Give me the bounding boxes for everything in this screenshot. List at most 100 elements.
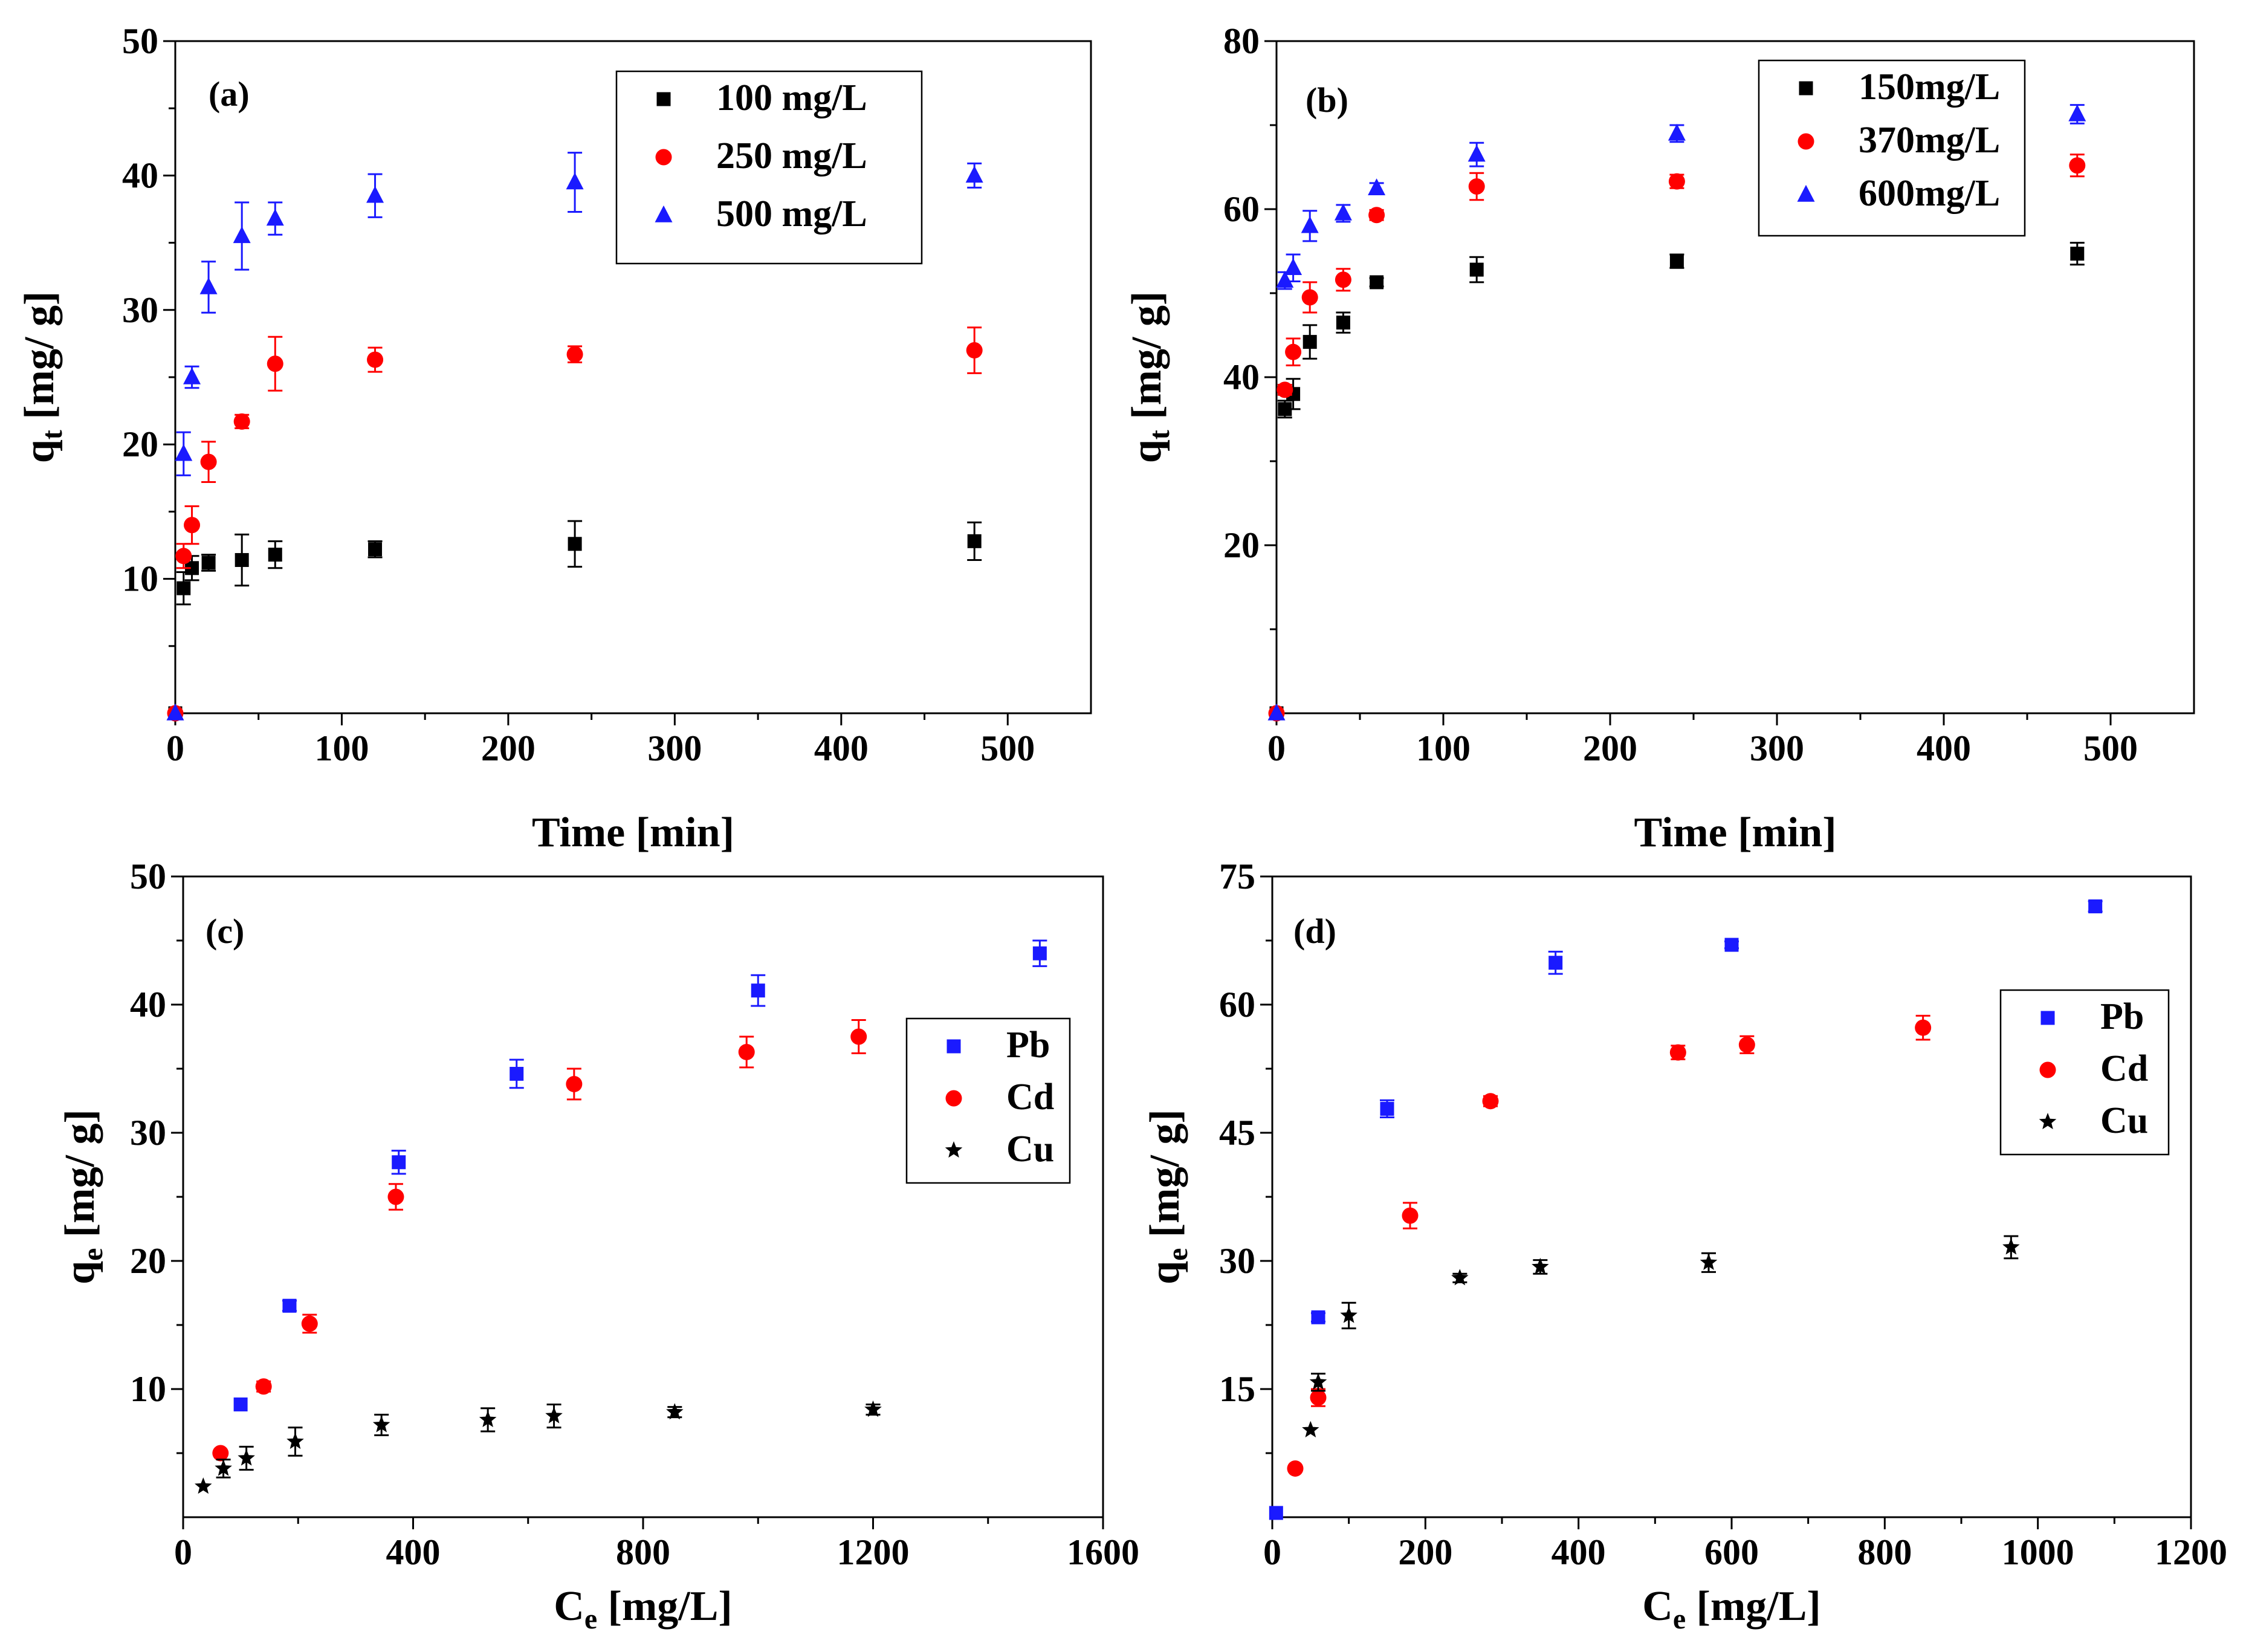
series-600mg-l [1267,104,2086,721]
legend: 150mg/L 370mg/L 600mg/L [1758,59,2026,237]
legend-marker [1797,184,1815,202]
data-point [966,342,983,359]
legend-label: 150mg/L [1859,66,2000,108]
data-point [545,1407,563,1424]
legend-label: 100 mg/L [716,77,867,118]
series-cd [1287,1014,1932,1477]
legend: 100 mg/L 250 mg/L 500 mg/L [615,70,923,265]
data-point [1309,1373,1327,1390]
data-point [367,351,384,368]
data-point [1368,178,1386,195]
data-point [175,548,192,565]
legend-marker [1798,133,1814,150]
data-point [268,548,282,562]
data-point [215,1459,232,1476]
y-tick-label: 40 [122,155,158,195]
data-point [301,1315,318,1332]
data-point [568,537,582,551]
x-tick-label: 1000 [2002,1532,2074,1572]
x-tick-label: 1600 [1067,1532,1139,1572]
y-axis-label: qe [mg/ g] [57,1109,109,1284]
data-point [1340,1306,1357,1323]
data-point [1380,1101,1394,1116]
data-point [1668,173,1685,190]
legend-marker [2039,1113,2057,1130]
data-point [282,1298,297,1313]
legend-label: Pb [2100,996,2144,1037]
legend-marker [656,92,671,106]
data-point [1468,178,1485,195]
data-point [1302,335,1317,349]
legend-box [905,1017,1071,1184]
data-point [2070,247,2085,261]
x-tick-label: 500 [2083,728,2138,768]
data-point [1310,1389,1327,1406]
data-point [850,1028,867,1045]
data-point [1915,1019,1932,1036]
x-tick-label: 0 [166,728,184,768]
y-axis-label: qt [mg/ g] [1124,291,1176,463]
legend-marker [947,1039,961,1054]
x-tick-label: 600 [1704,1532,1759,1572]
data-point [1668,123,1686,141]
x-tick-label: 1200 [2155,1532,2227,1572]
data-point [255,1378,272,1395]
x-tick-label: 200 [1583,728,1637,768]
data-point [1302,1420,1319,1437]
y-tick-label: 20 [130,1241,166,1281]
x-tick-label: 200 [481,728,536,768]
data-point [1269,1506,1283,1520]
x-tick-label: 1200 [837,1532,910,1572]
legend-label: Cd [1006,1077,1054,1118]
data-point [1276,271,1294,288]
data-point [566,346,583,363]
y-tick-label: 30 [122,290,158,330]
data-point [1370,275,1384,290]
legend-marker [945,1090,962,1107]
data-point [864,1400,882,1417]
legend-label: 600mg/L [1859,173,2000,214]
data-point [1285,343,1302,360]
chart-panel-c: 0 400 800 1200 1600 10 20 30 40 50 (c) Pb Cd Cu [130,857,1139,1572]
data-point [510,1066,524,1081]
data-point [175,444,193,461]
y-tick-label: 10 [122,559,158,599]
data-point [366,186,384,203]
y-tick-label: 60 [1223,189,1260,229]
panel-label: (c) [205,912,244,951]
x-tick-label: 400 [1917,728,1971,768]
data-point [183,367,201,384]
data-point [1336,316,1350,330]
data-point [1468,144,1486,162]
y-tick-label: 60 [1219,985,1255,1025]
y-axis-label: qe [mg/ g] [1142,1109,1194,1284]
data-point [233,1397,248,1411]
data-point [199,277,218,294]
data-point [1669,254,1684,268]
y-tick-label: 20 [1223,525,1260,565]
data-point [212,1445,229,1462]
x-tick-label: 100 [1416,728,1471,768]
chart-panel-d: 0 200 400 600 800 1000 1200 15 30 45 60 75 (d) Pb Cd Cu [1219,857,2227,1572]
series-pb [1269,899,2103,1520]
series-150mg-l [1269,242,2085,721]
y-tick-label: 10 [130,1369,166,1409]
data-point [1287,1460,1304,1477]
data-point [1700,1253,1718,1270]
data-point [372,1416,390,1433]
panel-label: (a) [209,74,250,114]
data-point [965,166,983,183]
data-point [176,581,191,595]
x-axis-label: Time [min] [532,809,734,856]
data-point [1469,262,1484,277]
y-tick-label: 80 [1223,21,1260,61]
legend: Pb Cd Cu [905,1017,1071,1184]
y-tick-label: 50 [130,857,166,896]
data-point [238,1449,255,1466]
data-point [1311,1310,1325,1324]
data-point [1301,289,1318,306]
x-axis-label: Ce [mg/L] [554,1583,732,1635]
legend-label: Cu [2100,1100,2148,1141]
data-point [1334,203,1352,221]
x-tick-label: 400 [1552,1532,1606,1572]
